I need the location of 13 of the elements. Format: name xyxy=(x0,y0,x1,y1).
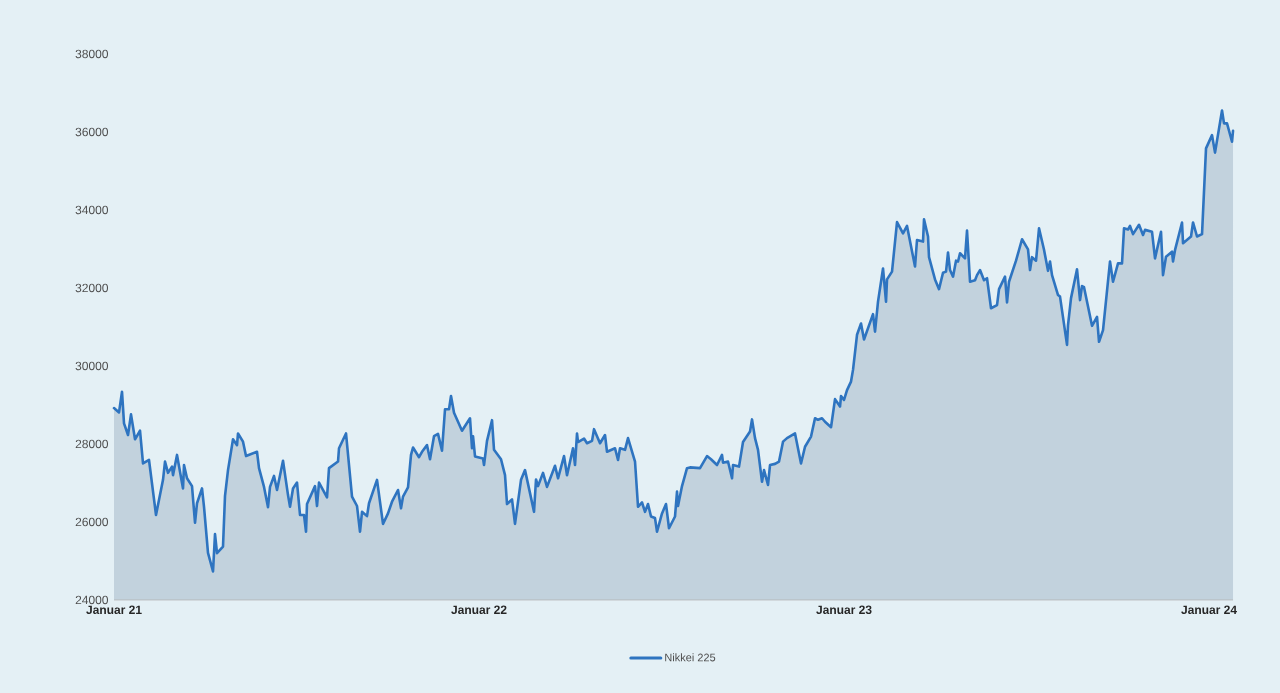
y-tick-label: 28000 xyxy=(75,439,109,449)
y-tick-label: 30000 xyxy=(75,361,109,371)
y-tick-label: 24000 xyxy=(75,595,109,605)
y-tick-label: 26000 xyxy=(75,517,109,527)
x-tick-label: Januar 23 xyxy=(816,605,872,615)
y-tick-label: 38000 xyxy=(75,49,109,59)
x-tick-label: Januar 22 xyxy=(451,605,507,615)
y-tick-label: 34000 xyxy=(75,205,109,215)
y-tick-label: 32000 xyxy=(75,283,109,293)
legend-label: Nikkei 225 xyxy=(665,653,716,662)
y-tick-label: 36000 xyxy=(75,127,109,137)
x-tick-label: Januar 21 xyxy=(86,605,142,615)
x-tick-label: Januar 24 xyxy=(1181,605,1237,615)
